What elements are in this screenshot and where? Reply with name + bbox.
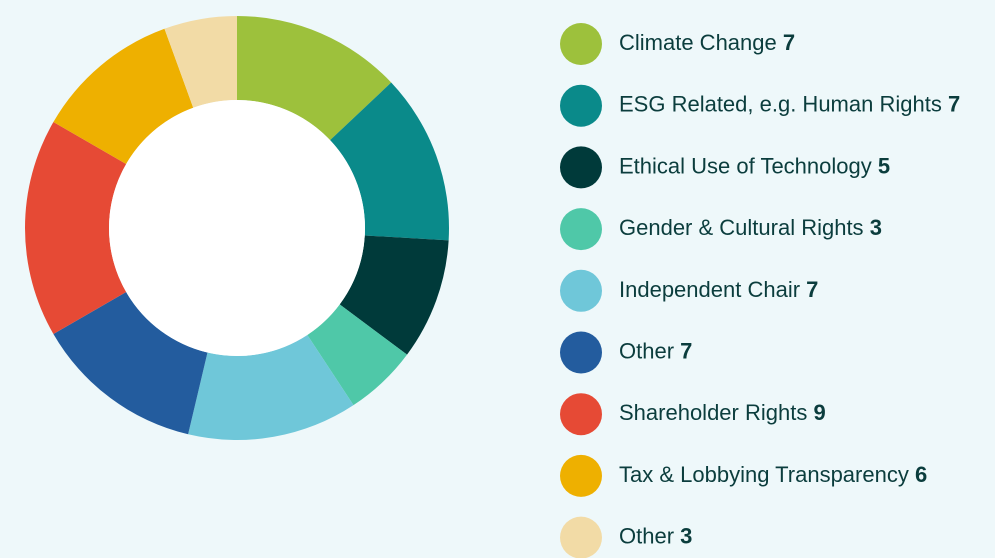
- legend-swatch: [560, 331, 602, 374]
- legend-label: ESG Related, e.g. Human Rights 7: [619, 92, 960, 117]
- legend-item: Independent Chair 7: [560, 269, 818, 312]
- legend-label: Other 3: [619, 523, 692, 548]
- donut-hole: [109, 100, 365, 356]
- legend-swatch: [560, 516, 602, 558]
- donut-slice: [307, 304, 408, 406]
- legend-value: 5: [878, 153, 890, 178]
- legend-name: Ethical Use of Technology: [619, 153, 872, 178]
- legend-label: Ethical Use of Technology 5: [619, 153, 890, 178]
- legend-label: Independent Chair 7: [619, 277, 818, 302]
- donut-slice: [237, 16, 392, 141]
- legend-item: Other 3: [560, 516, 692, 558]
- legend-value: 7: [783, 30, 795, 55]
- legend-name: Other: [619, 338, 674, 363]
- legend-label: Gender & Cultural Rights 3: [619, 215, 882, 240]
- legend-name: Independent Chair: [619, 277, 800, 302]
- legend-name: Tax & Lobbying Transparency: [619, 462, 909, 487]
- legend-swatch: [560, 208, 602, 251]
- legend-value: 7: [948, 92, 960, 117]
- donut-slice: [53, 28, 194, 165]
- legend-item: Gender & Cultural Rights 3: [560, 208, 882, 251]
- donut-slice: [164, 16, 237, 108]
- legend-item: Tax & Lobbying Transparency 6: [560, 454, 927, 497]
- donut-slice: [330, 82, 449, 241]
- legend-item: Other 7: [560, 331, 692, 374]
- legend-swatch: [560, 84, 602, 127]
- legend-item: Shareholder Rights 9: [560, 393, 826, 436]
- legend-swatch: [560, 393, 602, 436]
- legend-swatch: [560, 146, 602, 189]
- legend-value: 7: [680, 338, 692, 363]
- donut-slice: [339, 235, 449, 355]
- legend-item: Climate Change 7: [560, 23, 795, 65]
- legend-value: 9: [813, 400, 825, 425]
- legend-name: Shareholder Rights: [619, 400, 807, 425]
- legend-item: Ethical Use of Technology 5: [560, 146, 890, 189]
- legend-swatch: [560, 23, 602, 65]
- legend-name: Climate Change: [619, 30, 777, 55]
- legend-value: 3: [870, 215, 882, 240]
- legend-label: Shareholder Rights 9: [619, 400, 826, 425]
- legend-name: Gender & Cultural Rights: [619, 215, 864, 240]
- legend-value: 3: [680, 523, 692, 548]
- legend-value: 7: [806, 277, 818, 302]
- legend-name: ESG Related, e.g. Human Rights: [619, 92, 942, 117]
- donut-slice: [188, 334, 354, 440]
- donut-slice: [24, 122, 127, 334]
- legend-label: Climate Change 7: [619, 30, 795, 55]
- legend-swatch: [560, 454, 602, 497]
- legend-value: 6: [915, 462, 927, 487]
- legend-item: ESG Related, e.g. Human Rights 7: [560, 84, 960, 127]
- legend-name: Other: [619, 523, 674, 548]
- legend-label: Tax & Lobbying Transparency 6: [619, 462, 927, 487]
- legend-label: Other 7: [619, 338, 692, 363]
- donut-slice: [53, 292, 208, 435]
- legend-swatch: [560, 269, 602, 312]
